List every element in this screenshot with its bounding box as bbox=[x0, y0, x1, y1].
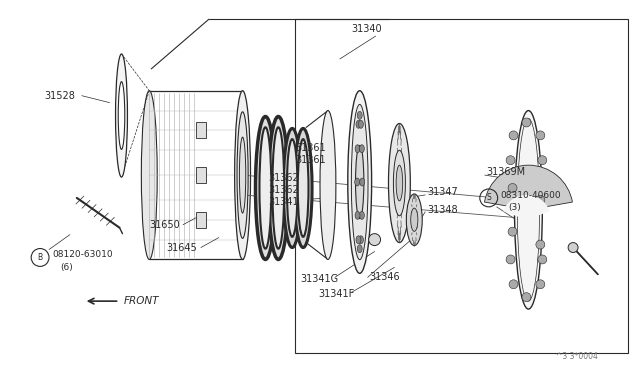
Text: 08310-40600: 08310-40600 bbox=[500, 192, 561, 201]
Ellipse shape bbox=[255, 116, 275, 259]
Circle shape bbox=[536, 131, 545, 140]
Ellipse shape bbox=[357, 245, 362, 253]
Ellipse shape bbox=[268, 116, 288, 259]
Text: (3): (3) bbox=[509, 203, 522, 212]
Circle shape bbox=[536, 195, 545, 204]
Ellipse shape bbox=[515, 110, 542, 309]
Text: 31645: 31645 bbox=[166, 243, 197, 253]
Circle shape bbox=[506, 255, 515, 264]
Circle shape bbox=[568, 243, 578, 253]
Ellipse shape bbox=[298, 139, 308, 237]
Text: 31341F: 31341F bbox=[318, 289, 355, 299]
Wedge shape bbox=[484, 165, 572, 210]
Ellipse shape bbox=[239, 137, 246, 213]
Ellipse shape bbox=[284, 128, 301, 247]
Circle shape bbox=[522, 118, 531, 127]
FancyBboxPatch shape bbox=[196, 122, 206, 138]
Ellipse shape bbox=[348, 91, 372, 273]
Text: B: B bbox=[38, 253, 43, 262]
Text: 31348: 31348 bbox=[427, 205, 458, 215]
Ellipse shape bbox=[360, 211, 364, 219]
Ellipse shape bbox=[356, 120, 361, 128]
Circle shape bbox=[536, 280, 545, 289]
Circle shape bbox=[522, 293, 531, 302]
Ellipse shape bbox=[396, 165, 403, 201]
Ellipse shape bbox=[356, 236, 361, 244]
Text: 31361: 31361 bbox=[295, 155, 326, 165]
Circle shape bbox=[508, 227, 517, 236]
Text: S: S bbox=[486, 193, 491, 202]
Ellipse shape bbox=[141, 91, 157, 259]
Text: 31362: 31362 bbox=[268, 185, 299, 195]
Text: 31369M: 31369M bbox=[487, 167, 526, 177]
Ellipse shape bbox=[116, 54, 127, 177]
Ellipse shape bbox=[360, 145, 364, 153]
Circle shape bbox=[509, 131, 518, 140]
Ellipse shape bbox=[355, 178, 360, 186]
Ellipse shape bbox=[394, 150, 405, 216]
Ellipse shape bbox=[355, 145, 360, 153]
FancyBboxPatch shape bbox=[196, 167, 206, 183]
Text: 31361: 31361 bbox=[295, 143, 326, 153]
Text: 31341: 31341 bbox=[268, 197, 299, 207]
Ellipse shape bbox=[320, 110, 336, 259]
Ellipse shape bbox=[360, 178, 365, 186]
Ellipse shape bbox=[406, 194, 422, 246]
Text: 31528: 31528 bbox=[44, 91, 75, 101]
Text: 08120-63010: 08120-63010 bbox=[52, 250, 113, 259]
Ellipse shape bbox=[356, 145, 364, 219]
Ellipse shape bbox=[259, 127, 271, 249]
FancyBboxPatch shape bbox=[196, 212, 206, 228]
Circle shape bbox=[506, 156, 515, 165]
Ellipse shape bbox=[118, 82, 125, 150]
Ellipse shape bbox=[388, 124, 410, 243]
Circle shape bbox=[369, 234, 381, 246]
Text: 31346: 31346 bbox=[370, 272, 400, 282]
Circle shape bbox=[508, 183, 517, 192]
Circle shape bbox=[509, 280, 518, 289]
Text: 31340: 31340 bbox=[352, 24, 382, 34]
Ellipse shape bbox=[287, 139, 298, 237]
Ellipse shape bbox=[294, 128, 312, 247]
Ellipse shape bbox=[411, 208, 418, 231]
Wedge shape bbox=[503, 195, 550, 220]
Ellipse shape bbox=[237, 112, 248, 238]
Text: 31341G: 31341G bbox=[300, 274, 339, 284]
Text: FRONT: FRONT bbox=[124, 296, 159, 306]
Text: 31650: 31650 bbox=[149, 220, 180, 230]
Text: (6): (6) bbox=[60, 263, 73, 272]
Circle shape bbox=[538, 156, 547, 165]
Ellipse shape bbox=[357, 111, 362, 119]
Text: ^3 3*0004: ^3 3*0004 bbox=[556, 352, 598, 361]
Circle shape bbox=[536, 240, 545, 249]
Text: 31362: 31362 bbox=[268, 173, 299, 183]
Ellipse shape bbox=[358, 236, 364, 244]
Ellipse shape bbox=[358, 120, 364, 128]
Circle shape bbox=[538, 255, 547, 264]
Ellipse shape bbox=[351, 105, 368, 260]
Ellipse shape bbox=[235, 91, 250, 259]
Text: 31347: 31347 bbox=[427, 187, 458, 197]
Ellipse shape bbox=[273, 127, 284, 249]
Ellipse shape bbox=[355, 211, 360, 219]
